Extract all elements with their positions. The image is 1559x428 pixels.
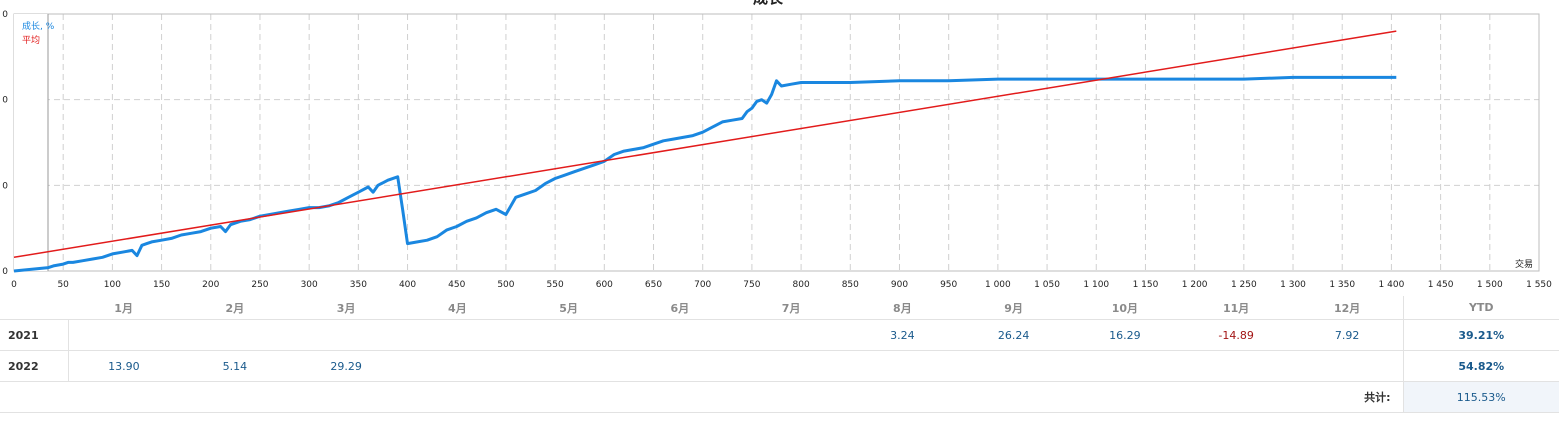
month-return-cell [402, 320, 513, 351]
month-return-cell [513, 351, 624, 382]
x-tick-label: 150 [153, 280, 170, 290]
x-tick-label: 600 [596, 280, 613, 290]
x-tick-label: 0 [11, 280, 17, 290]
x-tick-label: 650 [645, 280, 662, 290]
month-return-cell [68, 320, 179, 351]
x-tick-label: 1 300 [1280, 280, 1306, 290]
month-header: 5月 [559, 301, 578, 315]
month-return-cell [847, 351, 958, 382]
month-return-cell [958, 351, 1069, 382]
x-axis-label: 交易 [1515, 258, 1533, 270]
total-label: 共计: [1364, 391, 1391, 404]
x-tick-label: 900 [891, 280, 908, 290]
month-return-cell [402, 351, 513, 382]
total-row: 共计: 115.53% [0, 381, 1559, 413]
growth-series-line [13, 75, 1397, 273]
x-tick-label: 350 [350, 280, 367, 290]
month-header: 6月 [670, 301, 690, 315]
table-row: 2022 13.90 5.14 29.29 54.82% [0, 350, 1559, 382]
x-tick-label: 950 [940, 280, 957, 290]
average-series-line [13, 30, 1397, 259]
month-header: 10月 [1111, 301, 1139, 315]
month-return-cell [1181, 351, 1292, 382]
x-tick-label: 1 100 [1083, 280, 1109, 290]
plot-frame [13, 13, 1540, 272]
growth-chart: 成长 0 50 100 150 200 250 300 350 400 450 500 550 600 6… [2, 0, 1552, 290]
x-tick-label: 1 000 [985, 280, 1011, 290]
month-return-cell [624, 351, 735, 382]
x-tick-label: 1 500 [1477, 280, 1503, 290]
year-cell: 2022 [0, 350, 69, 382]
month-return-cell [1069, 351, 1180, 382]
x-tick-label: 700 [694, 280, 711, 290]
month-header: 9月 [1004, 301, 1023, 315]
month-return-cell: -14.89 [1218, 328, 1254, 342]
year-header [0, 296, 68, 320]
x-tick-label: 550 [547, 280, 564, 290]
x-tick-label: 1 050 [1034, 280, 1060, 290]
x-tick-label: 1 400 [1379, 280, 1405, 290]
month-header: 8月 [893, 301, 912, 315]
month-header: 7月 [781, 301, 801, 315]
x-tick-label: 800 [793, 280, 810, 290]
x-tick-label: 500 [497, 280, 514, 290]
x-tick-label: 250 [251, 280, 268, 290]
y-axis-ticks: 0 0 0 0 [2, 10, 8, 277]
table-row: 2021 3.24 26.24 16.29 -14.89 7.92 39.21% [0, 319, 1559, 351]
pre-period-shade [14, 14, 48, 271]
x-tick-label: 1 450 [1428, 280, 1454, 290]
legend-average: 平均 [22, 34, 40, 46]
y-tick-label: 0 [2, 96, 8, 106]
y-tick-label: 0 [2, 181, 8, 191]
month-return-cell [624, 320, 735, 351]
month-return-cell [1292, 351, 1403, 382]
month-return-cell: 13.90 [108, 359, 140, 373]
x-tick-label: 450 [448, 280, 465, 290]
x-axis-ticks: 0 50 100 150 200 250 300 350 400 450 500 550 600 650 7… [11, 280, 1552, 290]
x-tick-label: 400 [399, 280, 416, 290]
month-header: 1月 [114, 301, 133, 315]
month-return-cell: 3.24 [890, 328, 915, 342]
month-return-cell: 16.29 [1109, 328, 1141, 342]
ytd-header: YTD [1402, 296, 1559, 320]
grid-layer [14, 14, 1539, 271]
month-return-cell [179, 320, 290, 351]
month-return-cell: 29.29 [330, 359, 362, 373]
x-tick-label: 50 [57, 280, 69, 290]
year-cell: 2021 [0, 319, 69, 351]
chart-title: 成长 [753, 0, 784, 7]
month-return-cell [736, 351, 847, 382]
x-tick-label: 1 250 [1231, 280, 1257, 290]
month-header: 3月 [336, 301, 356, 315]
total-value: 115.53% [1402, 381, 1559, 413]
x-tick-label: 1 350 [1329, 280, 1355, 290]
x-tick-label: 1 550 [1526, 280, 1552, 290]
x-tick-label: 850 [842, 280, 859, 290]
x-tick-label: 1 200 [1182, 280, 1208, 290]
x-tick-label: 1 150 [1133, 280, 1159, 290]
month-return-cell [291, 320, 402, 351]
series-layer [13, 30, 1397, 273]
month-header: 12月 [1333, 301, 1361, 315]
legend-growth: 成长, % [22, 20, 55, 32]
y-tick-label: 0 [2, 267, 8, 277]
x-tick-label: 100 [104, 280, 121, 290]
x-tick-label: 200 [202, 280, 219, 290]
month-header: 4月 [448, 301, 467, 315]
ytd-cell: 54.82% [1402, 350, 1559, 382]
monthly-returns-table: 1月 2月 3月 4月 5月 6月 7月 8月 9月 10月 11月 12月 YTD 2021 3.24 2… [0, 296, 1559, 413]
month-return-cell: 7.92 [1334, 328, 1360, 342]
y-tick-label: 0 [2, 10, 8, 20]
month-return-cell: 26.24 [997, 328, 1030, 342]
month-return-cell [736, 320, 847, 351]
x-tick-label: 300 [301, 280, 318, 290]
month-header: 11月 [1222, 301, 1250, 315]
ytd-cell: 39.21% [1402, 319, 1559, 351]
x-tick-label: 750 [743, 280, 760, 290]
table-header-row: 1月 2月 3月 4月 5月 6月 7月 8月 9月 10月 11月 12月 YTD [0, 296, 1559, 320]
month-return-cell [513, 320, 624, 351]
month-header: 2月 [225, 301, 245, 315]
month-return-cell: 5.14 [222, 359, 248, 373]
